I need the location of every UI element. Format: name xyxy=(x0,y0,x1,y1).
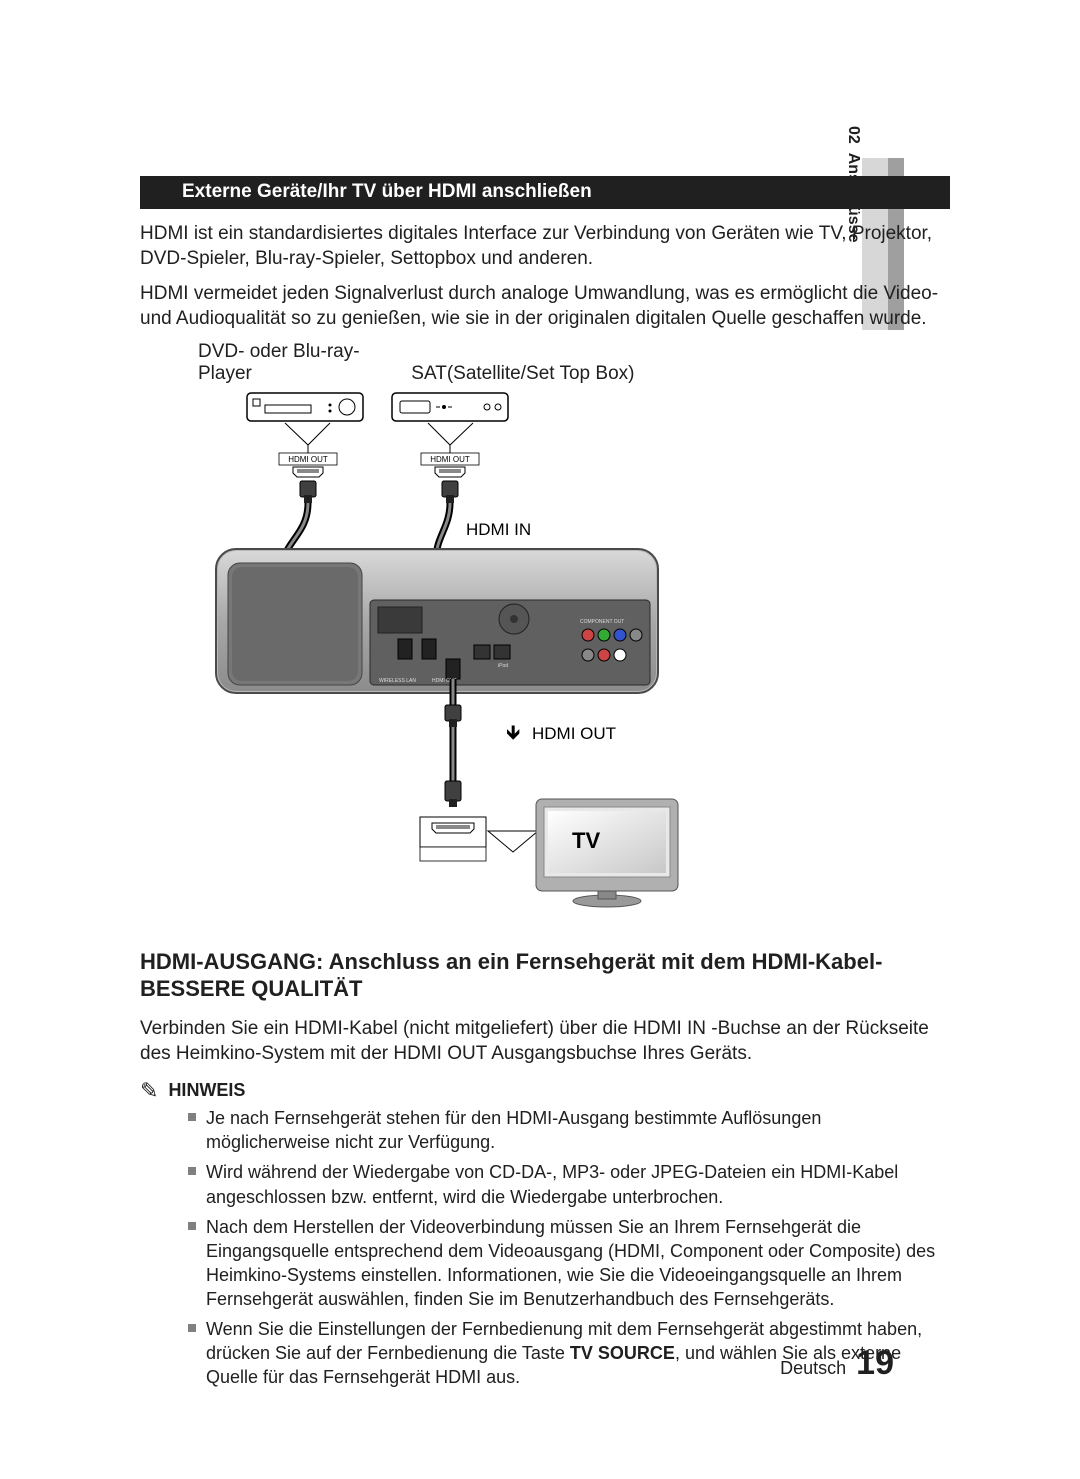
tv-source-bold: TV SOURCE xyxy=(570,1343,675,1363)
section-heading-bar: Externe Geräte/Ihr TV über HDMI anschlie… xyxy=(140,176,950,209)
hdmi-out-label: HDMI OUT xyxy=(532,724,616,743)
hdmi-out-tag-1: HDMI OUT xyxy=(288,455,328,464)
device-labels-row: DVD- oder Blu-ray-Player SAT(Satellite/S… xyxy=(140,341,950,385)
hdmi-out-tag-2: HDMI OUT xyxy=(430,455,470,464)
chapter-number: 02 xyxy=(845,126,862,144)
note-icon: ✎ xyxy=(140,1078,158,1104)
svg-text:iPod: iPod xyxy=(498,663,508,669)
hdmi-connection-diagram: HDMI OUT HDMI OUT xyxy=(140,387,950,937)
hinweis-row: ✎ HINWEIS xyxy=(140,1076,950,1102)
device-label-sat: SAT(Satellite/Set Top Box) xyxy=(411,363,634,385)
hdmi-in-label: HDMI IN xyxy=(466,520,531,539)
down-arrow-icon: 🡻 xyxy=(506,722,520,744)
footer-language: Deutsch xyxy=(780,1358,846,1379)
svg-text:WIRELESS LAN: WIRELESS LAN xyxy=(379,678,416,684)
subsection-headline: HDMI-AUSGANG: Anschluss an ein Fernsehge… xyxy=(140,949,950,1002)
hinweis-item: Je nach Fernsehgerät stehen für den HDMI… xyxy=(188,1106,950,1154)
device-label-dvd: DVD- oder Blu-ray-Player xyxy=(198,341,406,385)
intro-paragraph-1: HDMI ist ein standardisiertes digitales … xyxy=(140,221,950,271)
intro-paragraph-2: HDMI vermeidet jeden Signalverlust durch… xyxy=(140,281,950,331)
footer-page-number: 19 xyxy=(856,1344,894,1383)
page-footer: Deutsch 19 xyxy=(780,1344,894,1383)
hinweis-label: HINWEIS xyxy=(168,1080,245,1101)
page-content: Externe Geräte/Ihr TV über HDMI anschlie… xyxy=(140,176,950,1395)
tv-label: TV xyxy=(572,828,600,853)
hinweis-item: Wird während der Wiedergabe von CD-DA-, … xyxy=(188,1160,950,1208)
section-heading: Externe Geräte/Ihr TV über HDMI anschlie… xyxy=(182,181,592,202)
hinweis-item: Nach dem Herstellen der Videoverbindung … xyxy=(188,1215,950,1311)
svg-text:COMPONENT OUT: COMPONENT OUT xyxy=(580,619,624,625)
subsection-paragraph: Verbinden Sie ein HDMI-Kabel (nicht mitg… xyxy=(140,1016,950,1066)
